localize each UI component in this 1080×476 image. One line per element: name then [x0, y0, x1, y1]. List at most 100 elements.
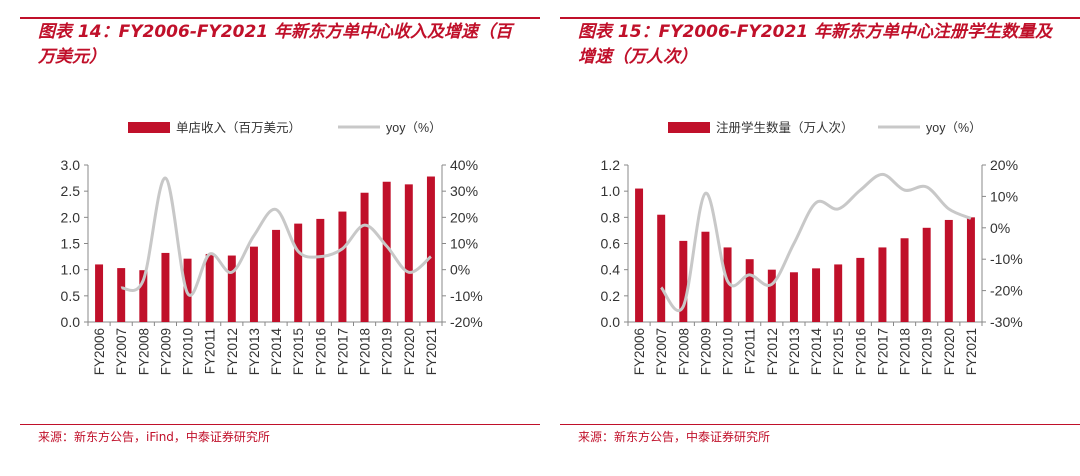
x-tick-label: FY2019: [380, 328, 395, 375]
y-tick-label-left: 0.8: [601, 209, 621, 225]
x-tick-label: FY2017: [875, 328, 890, 375]
y-tick-label-right: -20%: [990, 283, 1023, 299]
y-tick-label-left: 0.0: [601, 314, 621, 330]
bar: [900, 238, 909, 322]
y-tick-label-left: 3.0: [61, 157, 81, 173]
legend-line-label: yoy（%）: [926, 121, 982, 135]
y-tick-label-left: 0.4: [601, 262, 621, 278]
chart-title: 图表 14：FY2006-FY2021 年新东方单中心收入及增速（百万美元）: [38, 22, 513, 67]
legend-line-label: yoy（%）: [386, 121, 442, 135]
x-tick-label: FY2021: [964, 328, 979, 375]
bar: [966, 217, 975, 322]
x-tick-label: FY2020: [402, 328, 417, 375]
x-tick-label: FY2015: [831, 328, 846, 375]
bar: [139, 270, 148, 322]
legend-bar-swatch: [128, 122, 170, 133]
x-tick-label: FY2011: [203, 328, 218, 374]
x-tick-label: FY2006: [92, 328, 107, 375]
x-tick-label: FY2018: [898, 328, 913, 375]
bar: [161, 252, 170, 322]
legend-bar-label: 注册学生数量（万人次）: [716, 120, 854, 135]
x-tick-label: FY2010: [181, 328, 196, 375]
y-tick-label-left: 0.5: [61, 288, 81, 304]
y-tick-label-right: 40%: [450, 157, 478, 173]
revenue-chart: 单店收入（百万美元） yoy（%） 0.0 0.5 1.0 1.5 2.0 2.5 3.0 -20…: [61, 121, 483, 376]
y-tick-label-right: 20%: [990, 157, 1018, 173]
y-tick-label-right: -10%: [450, 288, 483, 304]
x-tick-label: FY2014: [269, 328, 284, 376]
y-tick-label-left: 2.0: [61, 209, 81, 225]
y-tick-label-right: -10%: [990, 251, 1023, 267]
x-tick-label: FY2021: [424, 328, 439, 375]
legend-bar-label: 单店收入（百万美元）: [176, 121, 301, 135]
bar: [922, 227, 931, 322]
x-tick-label: FY2011: [743, 328, 758, 374]
chart-panel-revenue: 图表 14：FY2006-FY2021 年新东方单中心收入及增速（百万美元） 单…: [20, 0, 540, 476]
yoy-line: [120, 176, 432, 297]
legend-bar-swatch: [668, 122, 710, 133]
bar: [812, 268, 821, 322]
chart-panel-students: 图表 15：FY2006-FY2021 年新东方单中心注册学生数量及增速（万人次…: [560, 0, 1080, 476]
x-tick-label: FY2007: [114, 328, 129, 375]
y-tick-label-right: 10%: [990, 188, 1018, 204]
y-tick-label-left: 0.6: [601, 236, 621, 252]
x-tick-label: FY2010: [721, 328, 736, 375]
chart-title: 图表 15：FY2006-FY2021 年新东方单中心注册学生数量及增速（万人次…: [578, 22, 1053, 67]
x-tick-label: FY2014: [809, 328, 824, 376]
y-tick-label-right: 10%: [450, 236, 478, 252]
bar: [789, 272, 798, 322]
students-chart: 注册学生数量（万人次） yoy（%） 0.0 0.2 0.4 0.6 0.8 1.0 1.2 -3…: [601, 120, 1023, 376]
bar: [679, 240, 688, 322]
bar: [635, 188, 644, 322]
chart-legend: 单店收入（百万美元） yoy（%）: [128, 121, 442, 135]
x-tick-label: FY2018: [358, 328, 373, 375]
x-tick-label: FY2008: [136, 328, 151, 375]
chart-source: 来源：新东方公告，iFind，中泰证券研究所: [38, 430, 270, 444]
bar: [316, 218, 325, 322]
bar: [701, 231, 710, 322]
x-tick-label: FY2016: [313, 328, 328, 375]
y-tick-label-right: 0%: [990, 220, 1010, 236]
y-tick-label-left: 0.2: [601, 288, 621, 304]
x-tick-label: FY2006: [632, 328, 647, 375]
x-tick-label: FY2007: [654, 328, 669, 375]
y-tick-label-left: 2.5: [61, 183, 81, 199]
bar: [360, 192, 369, 322]
bar: [205, 253, 214, 322]
x-tick-label: FY2017: [335, 328, 350, 375]
bar: [382, 181, 391, 322]
x-tick-label: FY2015: [291, 328, 306, 375]
x-tick-label: FY2013: [247, 328, 262, 375]
yoy-line: [659, 172, 972, 312]
bar: [404, 184, 413, 322]
bar: [338, 211, 347, 322]
source-rule: [560, 424, 1080, 425]
bar: [227, 255, 236, 322]
x-tick-label: FY2008: [676, 328, 691, 375]
x-tick-label: FY2013: [787, 328, 802, 375]
x-tick-label: FY2009: [698, 328, 713, 375]
bar: [856, 257, 865, 322]
bar: [657, 214, 666, 322]
y-tick-label-right: 20%: [450, 209, 478, 225]
y-tick-label-right: 0%: [450, 262, 470, 278]
chart-source: 来源：新东方公告，中泰证券研究所: [578, 430, 771, 444]
x-tick-label: FY2016: [853, 328, 868, 375]
x-tick-label: FY2020: [942, 328, 957, 375]
x-tick-label: FY2009: [158, 328, 173, 375]
bar: [249, 246, 258, 322]
x-tick-label: FY2019: [920, 328, 935, 375]
bar: [117, 268, 126, 322]
bar: [294, 223, 303, 322]
bar: [272, 229, 281, 322]
bar: [767, 269, 776, 322]
y-tick-label-right: -30%: [990, 314, 1023, 330]
source-rule: [20, 424, 540, 425]
bar: [878, 247, 887, 322]
bar: [944, 219, 953, 322]
bar: [723, 247, 732, 322]
y-tick-label-right: 30%: [450, 183, 478, 199]
x-tick-label: FY2012: [765, 328, 780, 375]
y-tick-label-left: 1.2: [601, 157, 621, 173]
title-rule: [560, 17, 1080, 19]
